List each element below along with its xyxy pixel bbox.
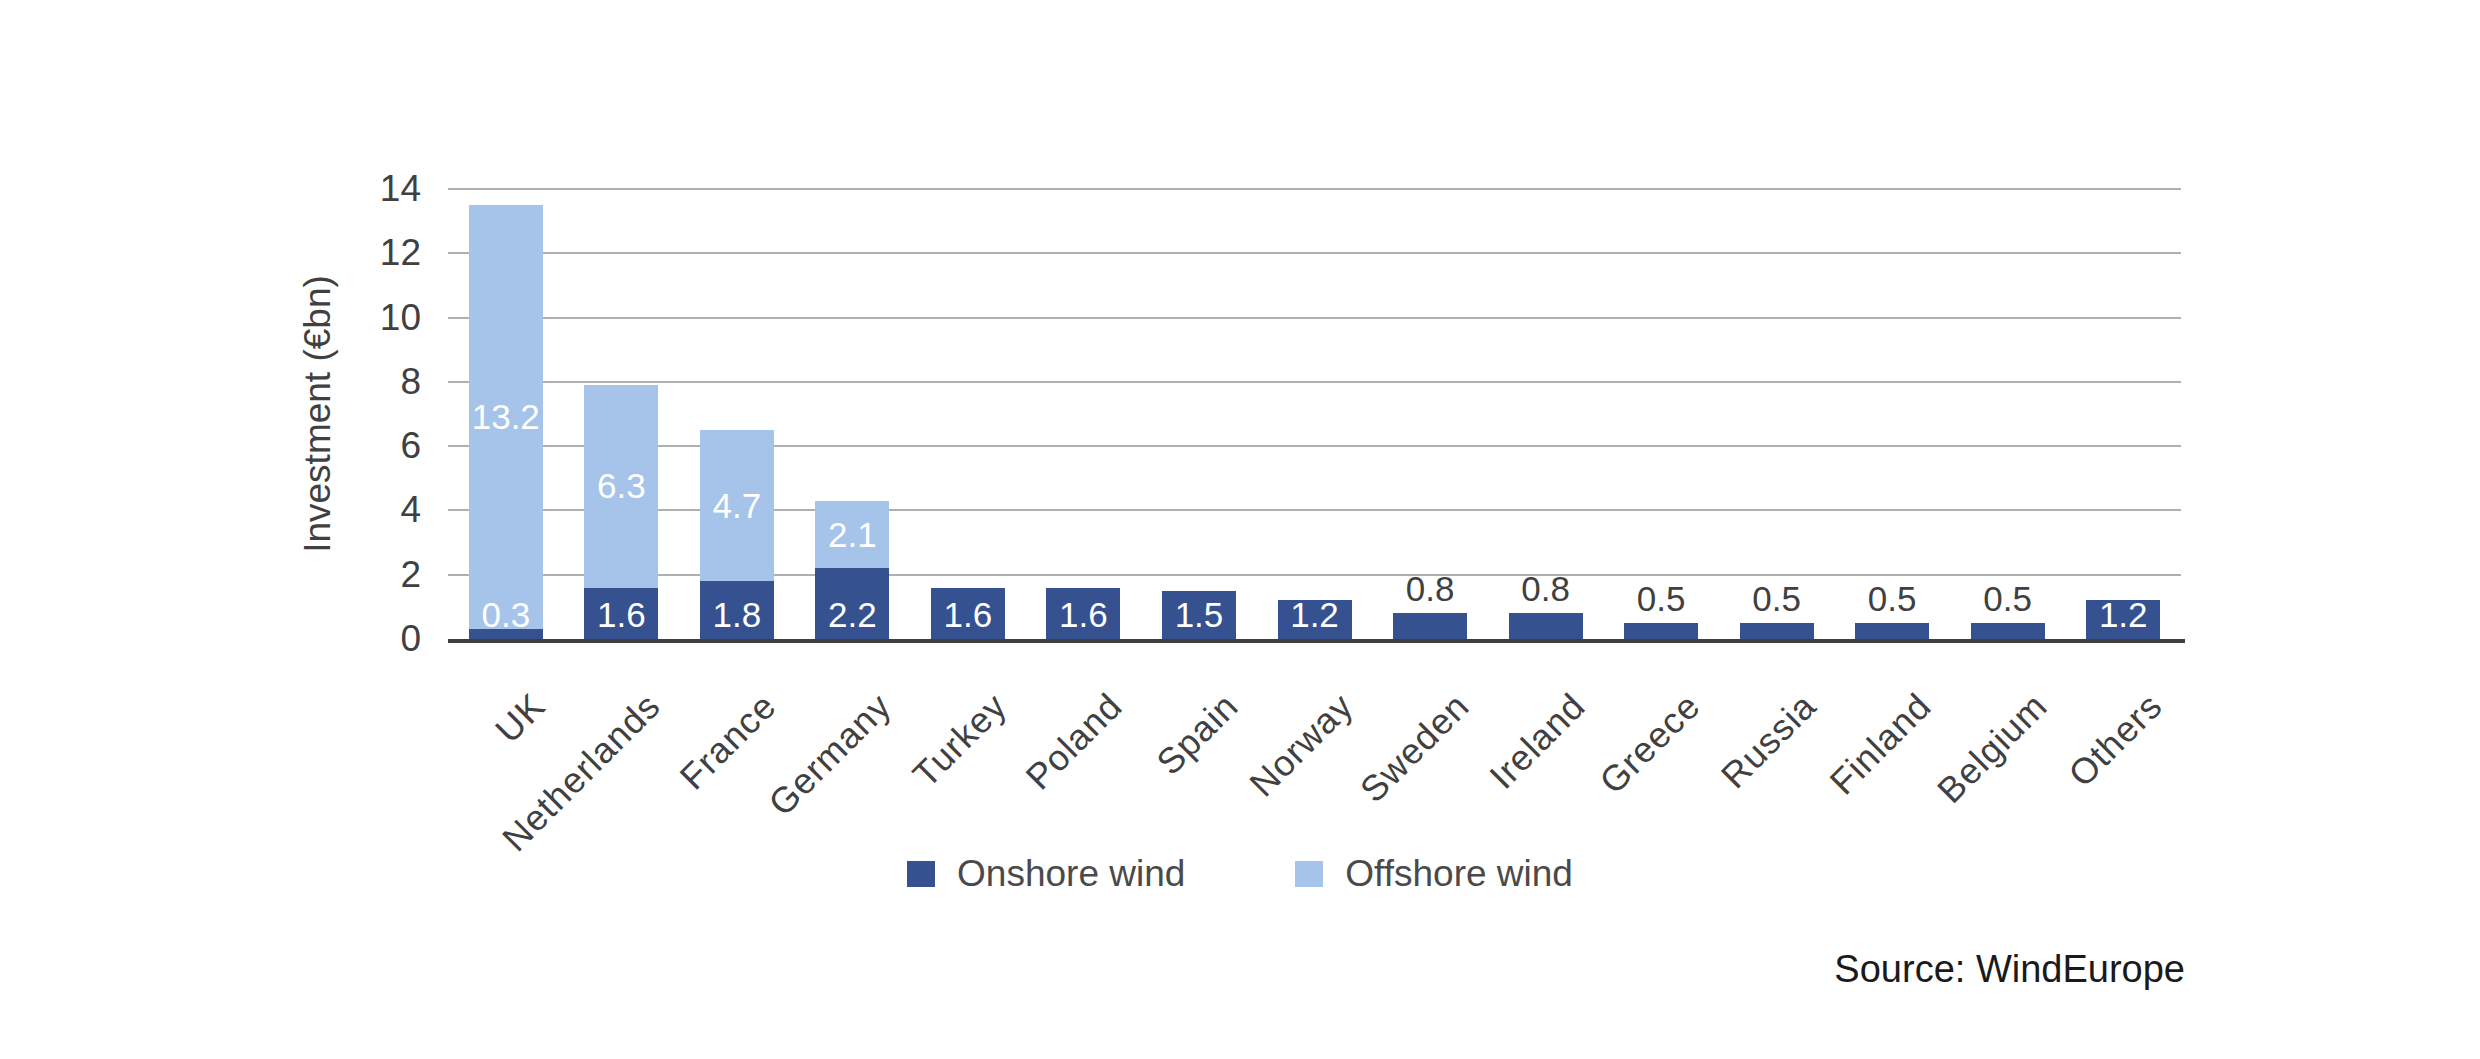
legend-label: Offshore wind [1345,853,1573,895]
x-axis-label-france: France [671,685,784,798]
offshore-value-label: 2.1 [792,515,912,555]
x-axis-label-uk: UK [487,685,553,751]
x-axis-label-greece: Greece [1591,685,1708,802]
offshore-value-label: 6.3 [561,466,681,506]
legend-item-onshore: Onshore wind [907,853,1185,895]
offshore-value-label: 4.7 [677,486,797,526]
onshore-value-label: 0.5 [1832,579,1952,619]
onshore-value-label: 0.5 [1717,579,1837,619]
y-tick-label: 10 [271,297,421,339]
x-axis-label-belgium: Belgium [1929,685,2056,812]
x-axis-label-germany: Germany [761,685,900,824]
y-tick-label: 0 [271,618,421,660]
bar-segment-onshore-sweden [1393,613,1467,639]
gridline-y10 [448,317,2181,319]
legend-item-offshore: Offshore wind [1295,853,1573,895]
onshore-value-label: 0.3 [446,595,566,635]
x-axis-label-ireland: Ireland [1481,685,1593,797]
x-axis-label-others: Others [2061,685,2171,795]
x-axis-label-russia: Russia [1713,685,1825,797]
y-tick-label: 8 [271,361,421,403]
offshore-value-label: 13.2 [446,397,566,437]
y-tick-label: 14 [271,168,421,210]
onshore-value-label: 1.2 [2063,595,2183,635]
y-tick-label: 12 [271,232,421,274]
legend-swatch-offshore [1295,861,1323,887]
x-axis-label-turkey: Turkey [905,685,1016,796]
source-caption: Source: WindEurope [1834,948,2185,991]
onshore-value-label: 0.8 [1370,569,1490,609]
x-axis-line [448,639,2185,643]
x-axis-label-spain: Spain [1148,685,1246,783]
x-axis-label-poland: Poland [1018,685,1131,798]
onshore-value-label: 0.8 [1486,569,1606,609]
y-tick-label: 6 [271,425,421,467]
onshore-value-label: 1.2 [1255,595,1375,635]
gridline-y14 [448,188,2181,190]
legend-swatch-onshore [907,861,935,887]
onshore-value-label: 1.5 [1139,595,1259,635]
wind-investment-chart: Investment (€bn) 0246810121413.20.3UK6.3… [0,0,2480,1059]
onshore-value-label: 2.2 [792,595,912,635]
gridline-y12 [448,252,2181,254]
legend-label: Onshore wind [957,853,1185,895]
bar-segment-onshore-finland [1855,623,1929,639]
x-axis-label-sweden: Sweden [1352,685,1478,811]
onshore-value-label: 1.6 [908,595,1028,635]
x-axis-label-finland: Finland [1822,685,1940,803]
onshore-value-label: 1.8 [677,595,797,635]
gridline-y8 [448,381,2181,383]
onshore-value-label: 0.5 [1948,579,2068,619]
bar-segment-onshore-ireland [1509,613,1583,639]
bar-segment-onshore-greece [1624,623,1698,639]
y-tick-label: 4 [271,489,421,531]
x-axis-label-norway: Norway [1242,685,1362,805]
bar-segment-onshore-belgium [1971,623,2045,639]
legend: Onshore wind Offshore wind [0,850,2480,898]
onshore-value-label: 1.6 [561,595,681,635]
onshore-value-label: 0.5 [1601,579,1721,619]
bar-segment-onshore-russia [1740,623,1814,639]
y-tick-label: 2 [271,554,421,596]
onshore-value-label: 1.6 [1023,595,1143,635]
